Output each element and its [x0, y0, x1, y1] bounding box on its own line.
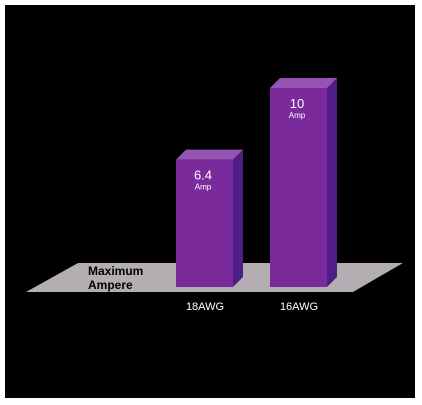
bar-side: [233, 149, 243, 287]
value-label: 10: [290, 96, 304, 111]
row-label-line-1: Maximum: [88, 264, 143, 278]
value-unit: Amp: [195, 183, 212, 192]
row-label-line-2: Ampere: [88, 278, 133, 292]
category-label: 18AWG: [186, 301, 224, 313]
bar-top: [176, 149, 243, 160]
bar-side: [327, 78, 337, 287]
value-unit: Amp: [289, 111, 306, 120]
category-label: 16AWG: [280, 301, 318, 313]
bar-front: [176, 159, 233, 287]
bar-top: [270, 78, 337, 88]
bar-front: [270, 88, 327, 287]
value-label: 6.4: [194, 168, 212, 183]
